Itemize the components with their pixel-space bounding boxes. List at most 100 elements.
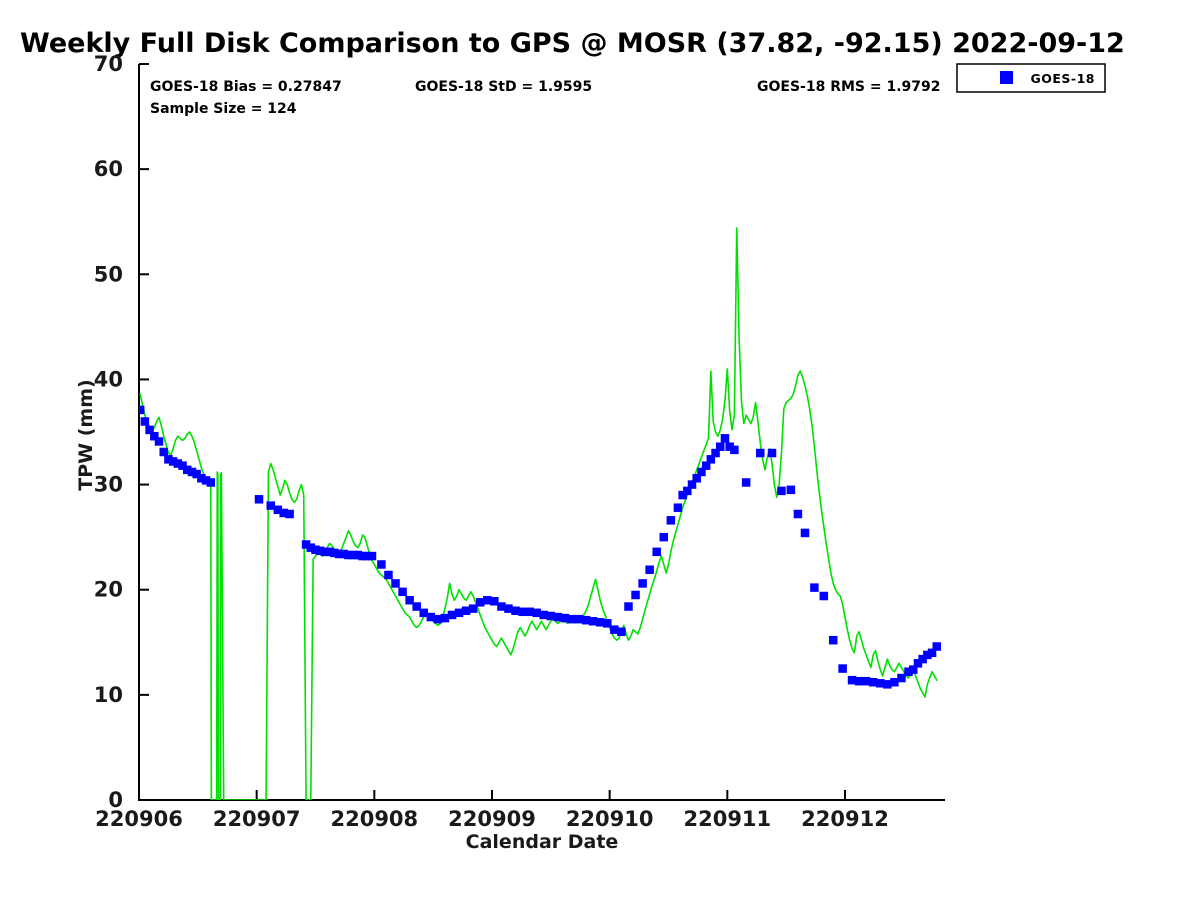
- data-point-marker: [315, 546, 325, 556]
- data-point-marker: [353, 550, 363, 560]
- data-point-marker: [854, 676, 864, 686]
- goes18-marker-series: [139, 405, 942, 689]
- data-point-marker: [201, 476, 211, 485]
- data-point-marker: [363, 551, 372, 561]
- data-point-marker: [391, 579, 400, 588]
- data-point-marker: [150, 431, 159, 441]
- y-tick-label: 60: [94, 157, 123, 181]
- data-point-marker: [164, 455, 173, 464]
- data-point-marker: [168, 457, 178, 466]
- data-point-marker: [720, 434, 730, 443]
- data-point-marker: [838, 664, 847, 673]
- data-point-marker: [638, 579, 647, 588]
- y-tick-label: 0: [108, 788, 123, 812]
- data-point-marker: [461, 606, 471, 615]
- data-point-marker: [595, 618, 605, 627]
- data-point-marker: [777, 486, 786, 496]
- data-point-marker: [652, 547, 661, 557]
- data-point-marker: [483, 595, 492, 605]
- data-point-marker: [546, 611, 556, 621]
- data-point-marker: [706, 455, 716, 464]
- data-point-marker: [273, 505, 283, 515]
- data-point-marker: [610, 625, 619, 634]
- legend-label-goes18: GOES-18: [1030, 71, 1095, 86]
- data-point-marker: [497, 602, 506, 611]
- data-point-marker: [154, 437, 164, 446]
- annotation-bias: GOES-18 Bias = 0.27847: [150, 79, 342, 95]
- data-point-marker: [918, 654, 927, 664]
- legend-marker-goes18: [1000, 71, 1013, 84]
- data-point-marker: [631, 590, 640, 600]
- data-point-marker: [412, 602, 421, 611]
- data-point-marker: [868, 677, 878, 687]
- data-point-marker: [377, 560, 386, 569]
- data-point-marker: [384, 570, 393, 580]
- chart-title: Weekly Full Disk Comparison to GPS @ MOS…: [20, 28, 1125, 59]
- x-axis-label: Calendar Date: [466, 831, 619, 853]
- data-point-marker: [793, 509, 803, 519]
- data-point-marker: [687, 480, 697, 489]
- data-point-marker: [697, 467, 706, 477]
- data-point-marker: [525, 607, 534, 617]
- data-point-marker: [447, 610, 457, 620]
- data-point-marker: [325, 547, 334, 557]
- data-point-marker: [581, 615, 591, 625]
- x-tick-label: 220912: [801, 807, 889, 831]
- data-point-marker: [475, 598, 485, 607]
- data-point-marker: [139, 405, 145, 415]
- data-point-marker: [178, 461, 187, 470]
- data-point-marker: [206, 478, 216, 487]
- x-tick-label: 220908: [330, 807, 418, 831]
- y-axis-label: TPW (mm): [75, 379, 97, 490]
- data-point-marker: [847, 675, 857, 685]
- data-point-marker: [828, 635, 838, 645]
- data-point-marker: [344, 550, 353, 560]
- annotation-sample-size: Sample Size = 124: [150, 101, 297, 117]
- data-point-marker: [624, 602, 633, 611]
- data-point-marker: [913, 659, 923, 668]
- data-point-marker: [730, 445, 739, 455]
- data-point-marker: [532, 608, 541, 618]
- x-tick-label: 220909: [448, 807, 536, 831]
- data-point-marker: [254, 495, 264, 504]
- data-point-marker: [897, 673, 906, 683]
- y-tick-label: 20: [94, 578, 123, 602]
- data-point-marker: [311, 545, 320, 555]
- data-point-marker: [810, 583, 819, 592]
- data-point-marker: [334, 549, 344, 559]
- data-point-marker: [923, 650, 932, 660]
- chart-legend[interactable]: GOES-18: [956, 63, 1106, 93]
- data-point-marker: [419, 608, 428, 618]
- data-point-marker: [588, 617, 598, 626]
- data-point-marker: [398, 587, 407, 597]
- data-point-marker: [306, 543, 316, 552]
- x-tick-label: 220906: [95, 807, 183, 831]
- data-point-marker: [173, 459, 183, 468]
- data-point-marker: [197, 474, 206, 483]
- data-point-marker: [767, 448, 777, 458]
- data-point-marker: [145, 425, 154, 435]
- data-point-marker: [861, 676, 871, 686]
- data-point-marker: [187, 467, 197, 477]
- data-point-marker: [440, 613, 450, 623]
- y-axis-ticks: 0 10 20 30 40 50 60 70: [94, 52, 149, 812]
- data-point-marker: [454, 608, 464, 618]
- data-point-marker: [348, 550, 358, 560]
- data-point-marker: [678, 490, 687, 500]
- data-point-marker: [883, 680, 892, 689]
- data-point-marker: [716, 442, 725, 451]
- data-point-marker: [159, 447, 168, 457]
- data-point-marker: [603, 619, 612, 628]
- data-point-marker: [927, 648, 937, 658]
- data-point-marker: [711, 448, 720, 458]
- data-point-marker: [560, 613, 570, 623]
- data-point-marker: [285, 509, 294, 519]
- stat-annotations: GOES-18 Bias = 0.27847 GOES-18 StD = 1.95…: [150, 79, 941, 117]
- data-point-marker: [876, 679, 885, 688]
- data-point-marker: [358, 551, 367, 561]
- data-point-marker: [140, 417, 150, 426]
- data-point-marker: [426, 612, 436, 622]
- y-tick-label: 50: [94, 262, 123, 286]
- data-point-marker: [701, 461, 711, 470]
